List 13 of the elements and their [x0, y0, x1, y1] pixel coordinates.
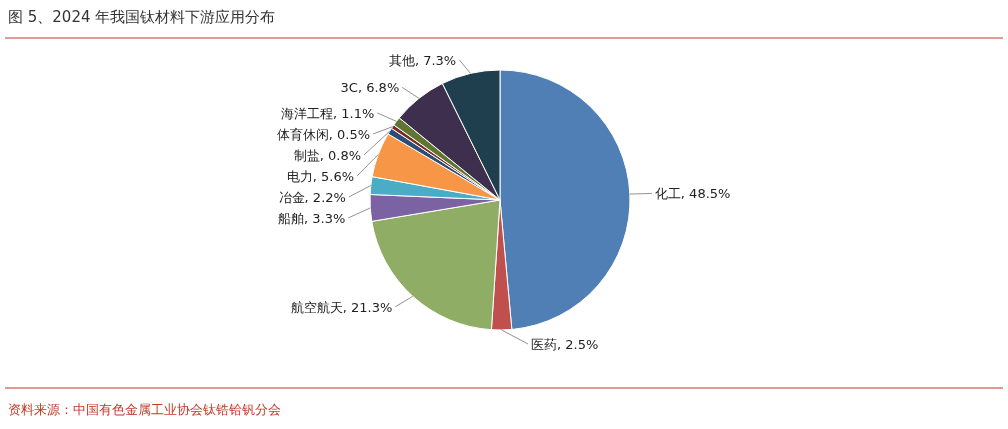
- slice-label: 制盐, 0.8%: [293, 147, 362, 163]
- slice-label: 航空航天, 21.3%: [290, 299, 393, 315]
- slice-label: 医药, 2.5%: [531, 336, 599, 352]
- slice-label: 海洋工程, 1.1%: [281, 105, 375, 121]
- slice-label: 电力, 5.6%: [286, 168, 355, 184]
- text: 资料来源：中国有色金属工业协会钛锆铪钒分会: [8, 402, 281, 417]
- slice-label: 化工, 48.5%: [654, 186, 731, 202]
- slice-label: 体育休闲, 0.5%: [276, 126, 371, 142]
- text: 图 5、2024 年我国钛材料下游应用分布: [8, 8, 276, 26]
- slice-label: 冶金, 2.2%: [278, 189, 346, 205]
- slice-label: 3C, 6.8%: [340, 80, 400, 96]
- slice-label: 其他, 7.3%: [388, 52, 457, 68]
- slice-label: 船舶, 3.3%: [277, 210, 346, 226]
